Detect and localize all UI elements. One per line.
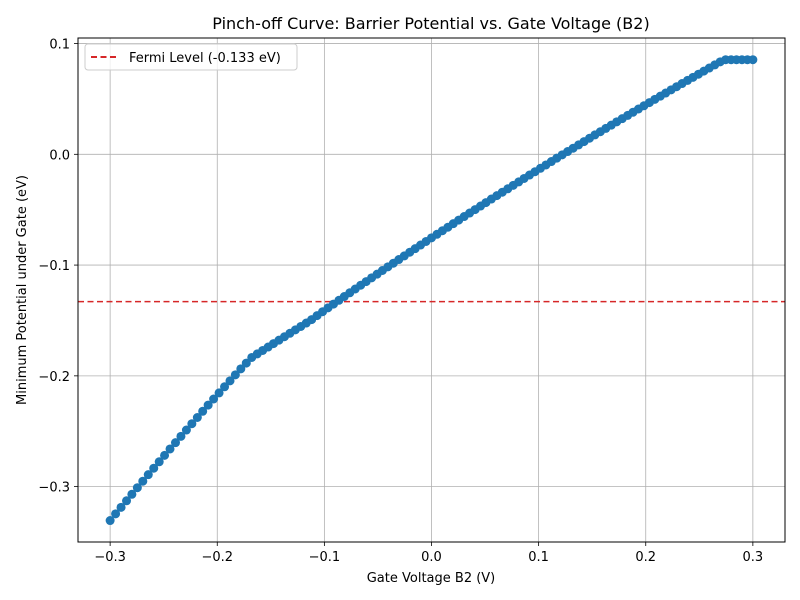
legend-box xyxy=(84,43,298,71)
data-point xyxy=(176,431,186,441)
data-point xyxy=(149,463,159,473)
x-tick-label: 0.2 xyxy=(635,550,656,565)
data-point xyxy=(220,382,230,392)
legend: Fermi Level (-0.133 eV) xyxy=(84,43,298,71)
data-point xyxy=(241,358,251,368)
x-tick-label: 0.1 xyxy=(528,550,549,565)
data-point xyxy=(143,470,153,480)
data-point xyxy=(187,419,197,429)
grid xyxy=(78,38,785,542)
data-point xyxy=(192,412,202,422)
x-tick-label: −0.2 xyxy=(201,550,233,565)
data-point xyxy=(225,376,235,386)
data-point xyxy=(154,457,164,467)
data-point xyxy=(748,55,758,65)
x-tick-label: 0.3 xyxy=(743,550,764,565)
y-tick-label: 0.1 xyxy=(49,38,70,53)
data-point xyxy=(165,444,175,454)
chart-title: Pinch-off Curve: Barrier Potential vs. G… xyxy=(212,14,649,33)
data-point xyxy=(132,483,142,493)
axis-ticks: −0.3 −0.2 −0.1 0.0 0.1 0.2 0.3 −0.3 −0.2 −0.1 0.0 0… xyxy=(38,38,763,565)
y-tick-label: −0.2 xyxy=(38,370,70,385)
data-point xyxy=(209,394,219,404)
x-axis-label: Gate Voltage B2 (V) xyxy=(367,571,496,586)
data-point xyxy=(230,370,240,380)
data-point xyxy=(122,496,132,506)
data-point xyxy=(116,502,126,512)
data-point xyxy=(138,476,148,486)
data-point xyxy=(105,516,115,526)
x-tick-label: −0.1 xyxy=(309,550,341,565)
legend-label: Fermi Level (-0.133 eV) xyxy=(129,51,281,66)
y-axis-label: Minimum Potential under Gate (eV) xyxy=(15,175,30,405)
y-tick-label: −0.1 xyxy=(38,259,70,274)
data-point xyxy=(160,450,170,460)
x-tick-label: −0.3 xyxy=(94,550,126,565)
data-point xyxy=(170,438,180,448)
data-point xyxy=(214,388,224,398)
data-point xyxy=(127,489,137,499)
y-tick-label: −0.3 xyxy=(38,481,70,496)
data-point xyxy=(111,509,121,519)
data-point xyxy=(181,425,191,435)
data-point xyxy=(236,364,246,374)
data-point xyxy=(203,400,213,410)
series-points xyxy=(105,55,758,526)
x-tick-label: 0.0 xyxy=(421,550,442,565)
data-point xyxy=(198,406,208,416)
y-tick-label: 0.0 xyxy=(49,148,70,163)
